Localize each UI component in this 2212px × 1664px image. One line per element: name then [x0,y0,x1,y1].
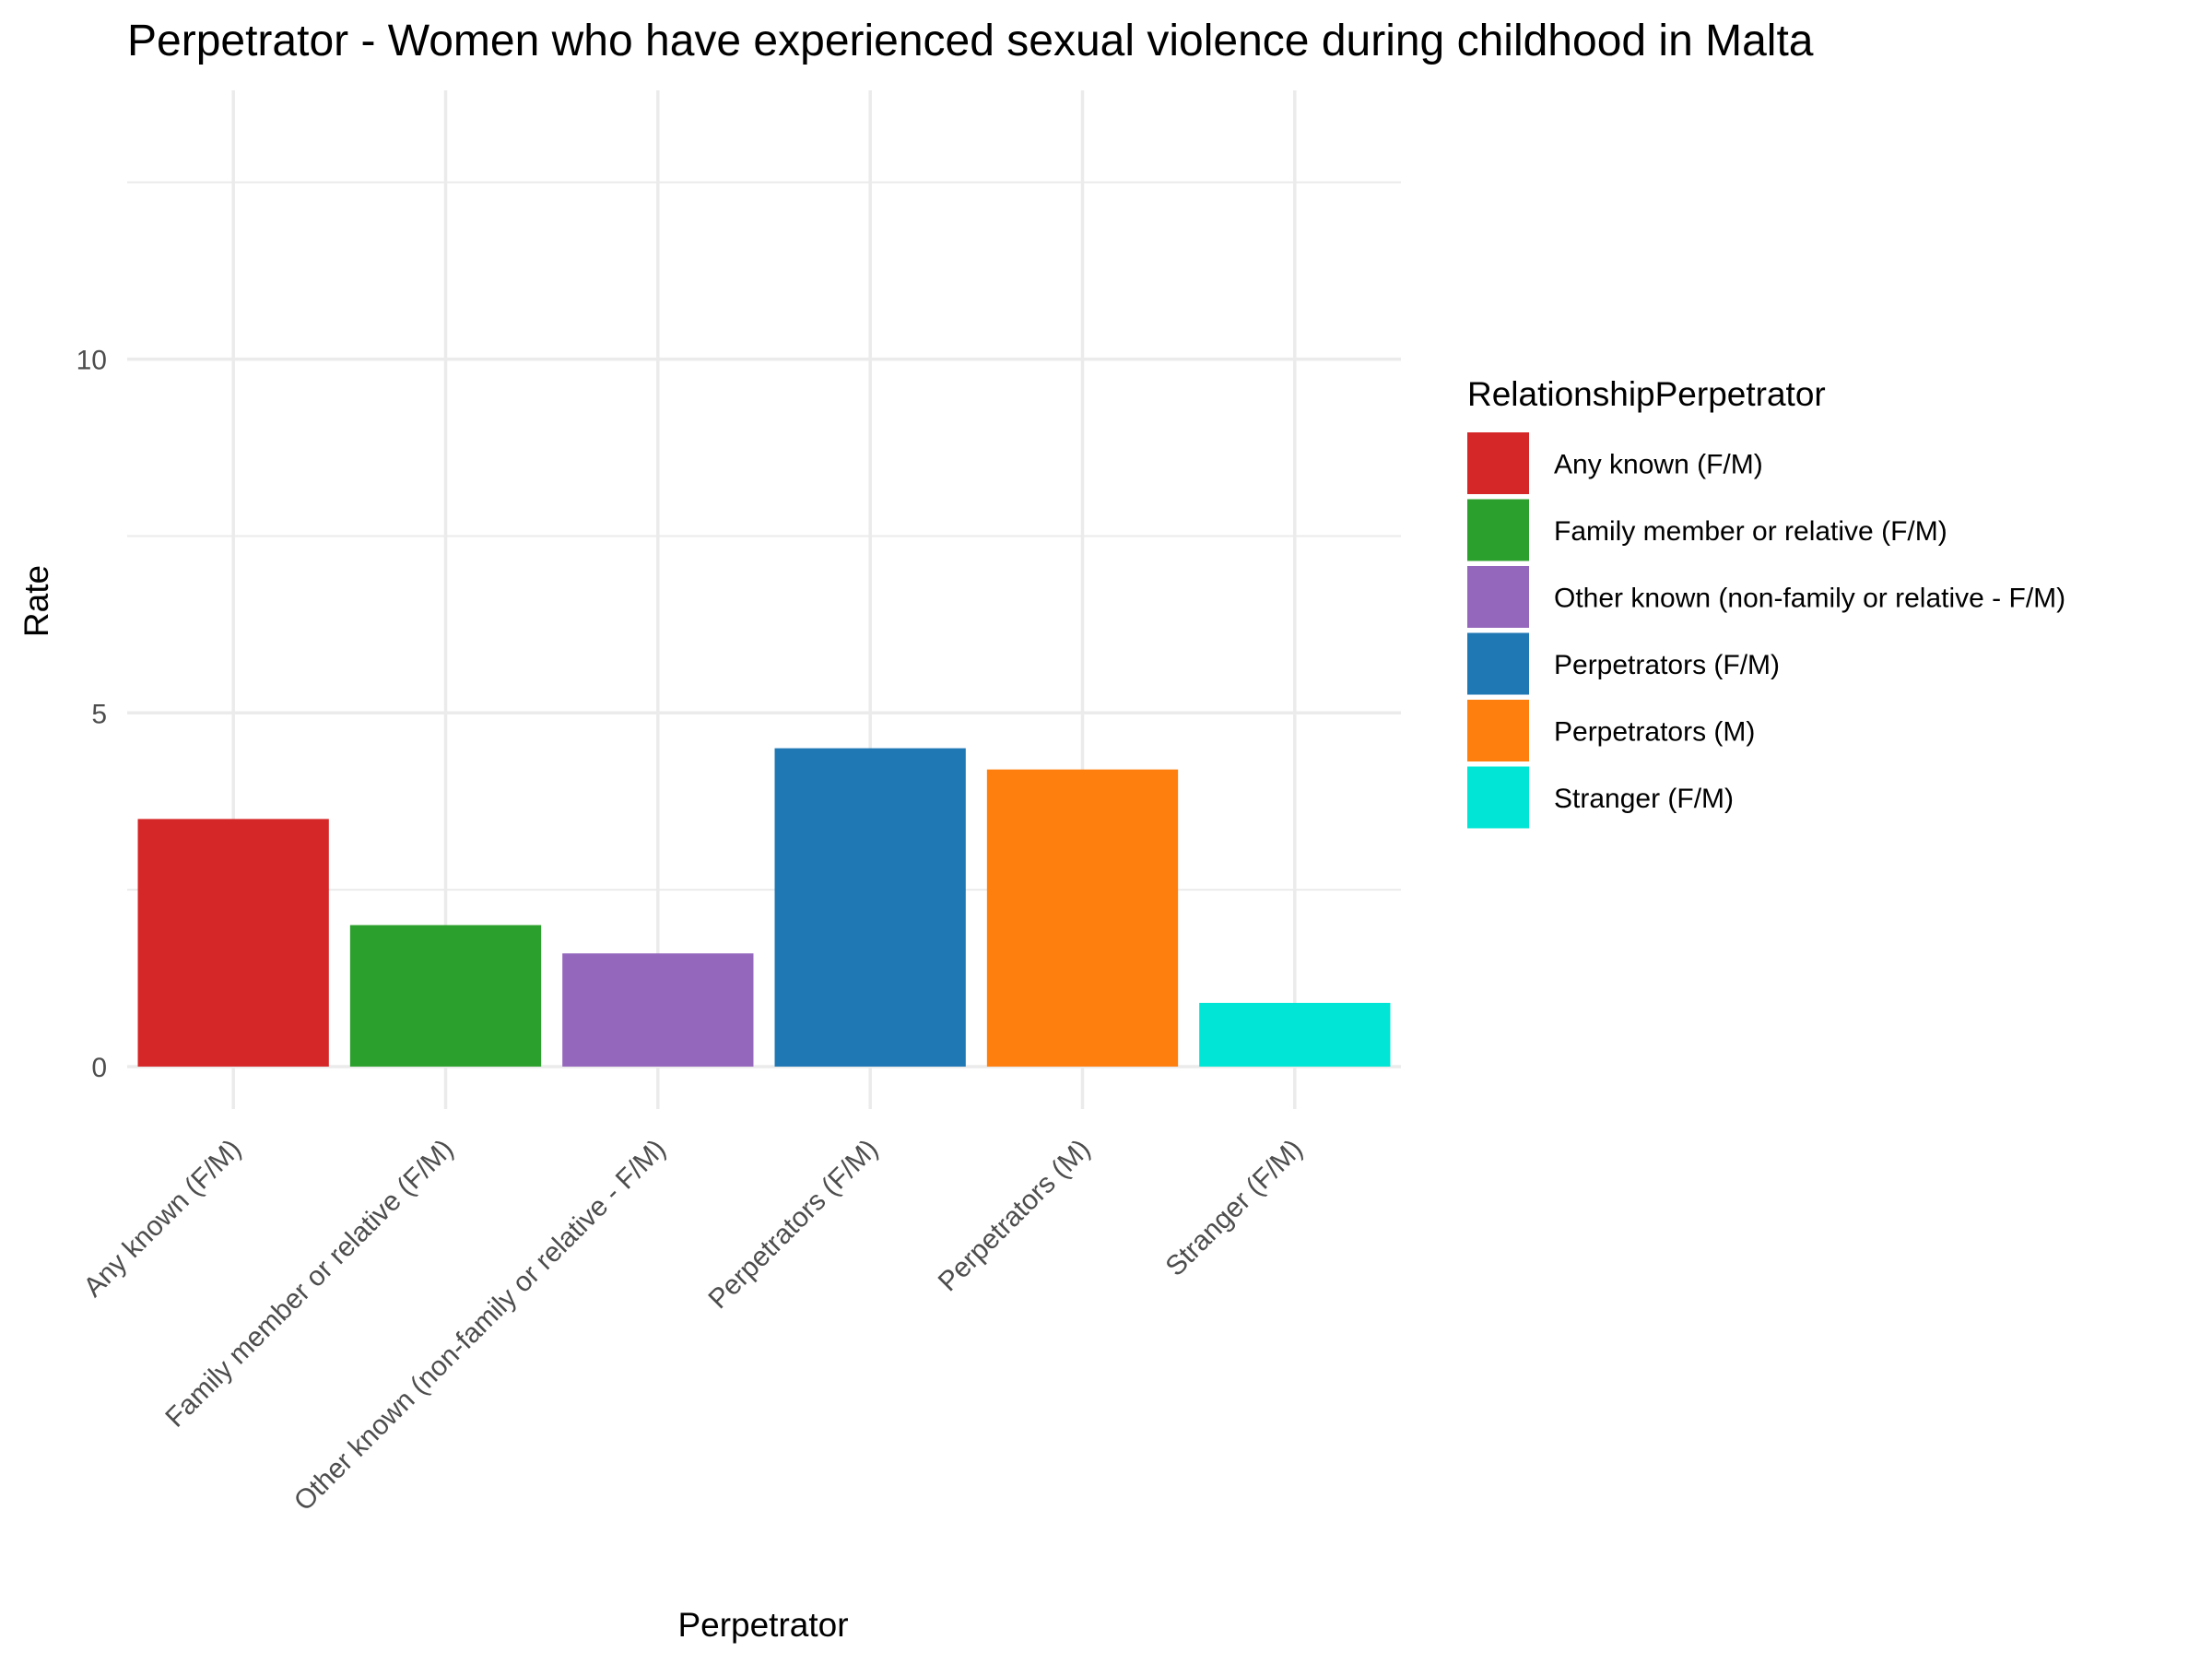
legend-key-5 [1467,700,1529,761]
bar-6 [1199,1002,1391,1067]
legend-title: RelationshipPerpetrator [1467,375,1826,413]
x-tick-label: Other known (non-family or relative - F/… [288,1134,672,1517]
legend-label: Stranger (F/M) [1554,784,1734,814]
x-tick-label: Any known (F/M) [77,1134,247,1304]
legend-key-4 [1467,632,1529,695]
x-tick-label: Stranger (F/M) [1160,1134,1309,1282]
bars [137,748,1391,1067]
legend-key-6 [1467,766,1529,829]
y-axis-title: Rate [18,565,55,637]
legend-key-3 [1467,566,1529,628]
legend-label: Family member or relative (F/M) [1554,516,1947,547]
x-tick-label: Perpetrators (F/M) [703,1134,885,1316]
bar-5 [986,769,1179,1067]
y-tick-label: 10 [76,346,107,376]
x-axis-ticks: Any known (F/M)Family member or relative… [77,1134,1308,1517]
legend-label: Perpetrators (M) [1554,717,1755,748]
legend-key-1 [1467,432,1529,494]
x-tick-label: Perpetrators (M) [933,1134,1097,1298]
x-axis-title: Perpetrator [677,1606,848,1644]
legend-key-2 [1467,499,1529,561]
legend-label: Any known (F/M) [1554,450,1763,480]
legend-label: Other known (non-family or relative - F/… [1554,584,2065,614]
y-tick-label: 0 [91,1053,107,1083]
bar-3 [562,953,754,1067]
bar-1 [137,819,329,1067]
y-axis-ticks: 0 5 10 [76,346,107,1083]
chart-title: Perpetrator - Women who have experienced… [127,17,1814,65]
bar-4 [774,748,966,1067]
legend-label: Perpetrators (F/M) [1554,650,1780,680]
bar-2 [349,925,542,1067]
y-tick-label: 5 [91,699,107,729]
legend: RelationshipPerpetrator Any known (F/M) F… [1467,375,2065,829]
